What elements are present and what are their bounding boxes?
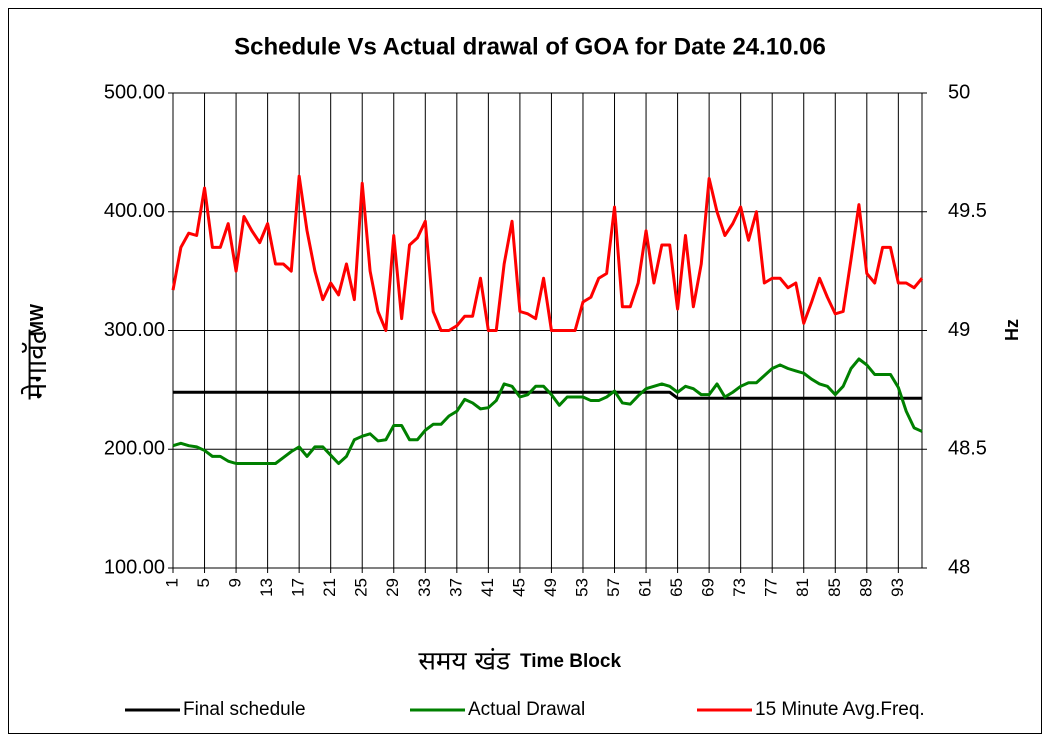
series-line	[172, 357, 923, 465]
x-tick-label: 25	[352, 578, 371, 597]
x-tick-label: 77	[762, 578, 781, 597]
x-tick-label: 5	[194, 578, 213, 587]
y2-axis-label: Hz	[1002, 319, 1022, 341]
x-tick-label: 53	[572, 578, 591, 597]
x-tick-label: 61	[636, 578, 655, 597]
y-tick-label: 500.00	[104, 81, 165, 103]
series-line	[171, 174, 924, 332]
y2-tick-label: 48.5	[948, 438, 987, 460]
y-tick-label: 100.00	[104, 556, 165, 578]
x-tick-label: 93	[888, 578, 907, 597]
x-tick-label: 57	[604, 578, 623, 597]
x-tick-label: 13	[257, 578, 276, 597]
x-axis-label: Time Block	[520, 651, 621, 672]
x-tick-label: 33	[415, 578, 434, 597]
legend-label: Final schedule	[183, 699, 306, 720]
x-tick-label: 81	[793, 578, 812, 597]
x-tick-label: 17	[289, 578, 308, 597]
x-tick-label: 29	[383, 578, 402, 597]
legend-label: Actual Drawal	[468, 699, 585, 720]
x-tick-label: 37	[446, 578, 465, 597]
legend-label: 15 Minute Avg.Freq.	[755, 699, 925, 720]
x-axis-label: समय खंड	[418, 647, 511, 677]
chart-title: Schedule Vs Actual drawal of GOA for Dat…	[234, 33, 826, 60]
x-tick-label: 21	[320, 578, 339, 597]
x-tick-label: 69	[699, 578, 718, 597]
x-tick-label: 49	[541, 578, 560, 597]
x-tick-label: 9	[226, 578, 245, 587]
x-tick-label: 45	[509, 578, 528, 597]
x-tick-label: 89	[856, 578, 875, 597]
x-tick-label: 1	[162, 578, 181, 587]
x-tick-label: 41	[478, 578, 497, 597]
y2-tick-label: 49	[948, 319, 970, 341]
y-tick-label: 300.00	[104, 319, 165, 341]
y2-tick-label: 48	[948, 556, 970, 578]
y-axis-label: MW	[27, 304, 47, 336]
y2-tick-label: 49.5	[948, 200, 987, 222]
y2-tick-label: 50	[948, 81, 970, 103]
x-tick-label: 65	[667, 578, 686, 597]
y-axis-label: मेगावॅट	[20, 329, 53, 399]
y-tick-label: 400.00	[104, 200, 165, 222]
y-tick-label: 200.00	[104, 438, 165, 460]
x-tick-label: 85	[825, 578, 844, 597]
x-tick-label: 73	[730, 578, 749, 597]
